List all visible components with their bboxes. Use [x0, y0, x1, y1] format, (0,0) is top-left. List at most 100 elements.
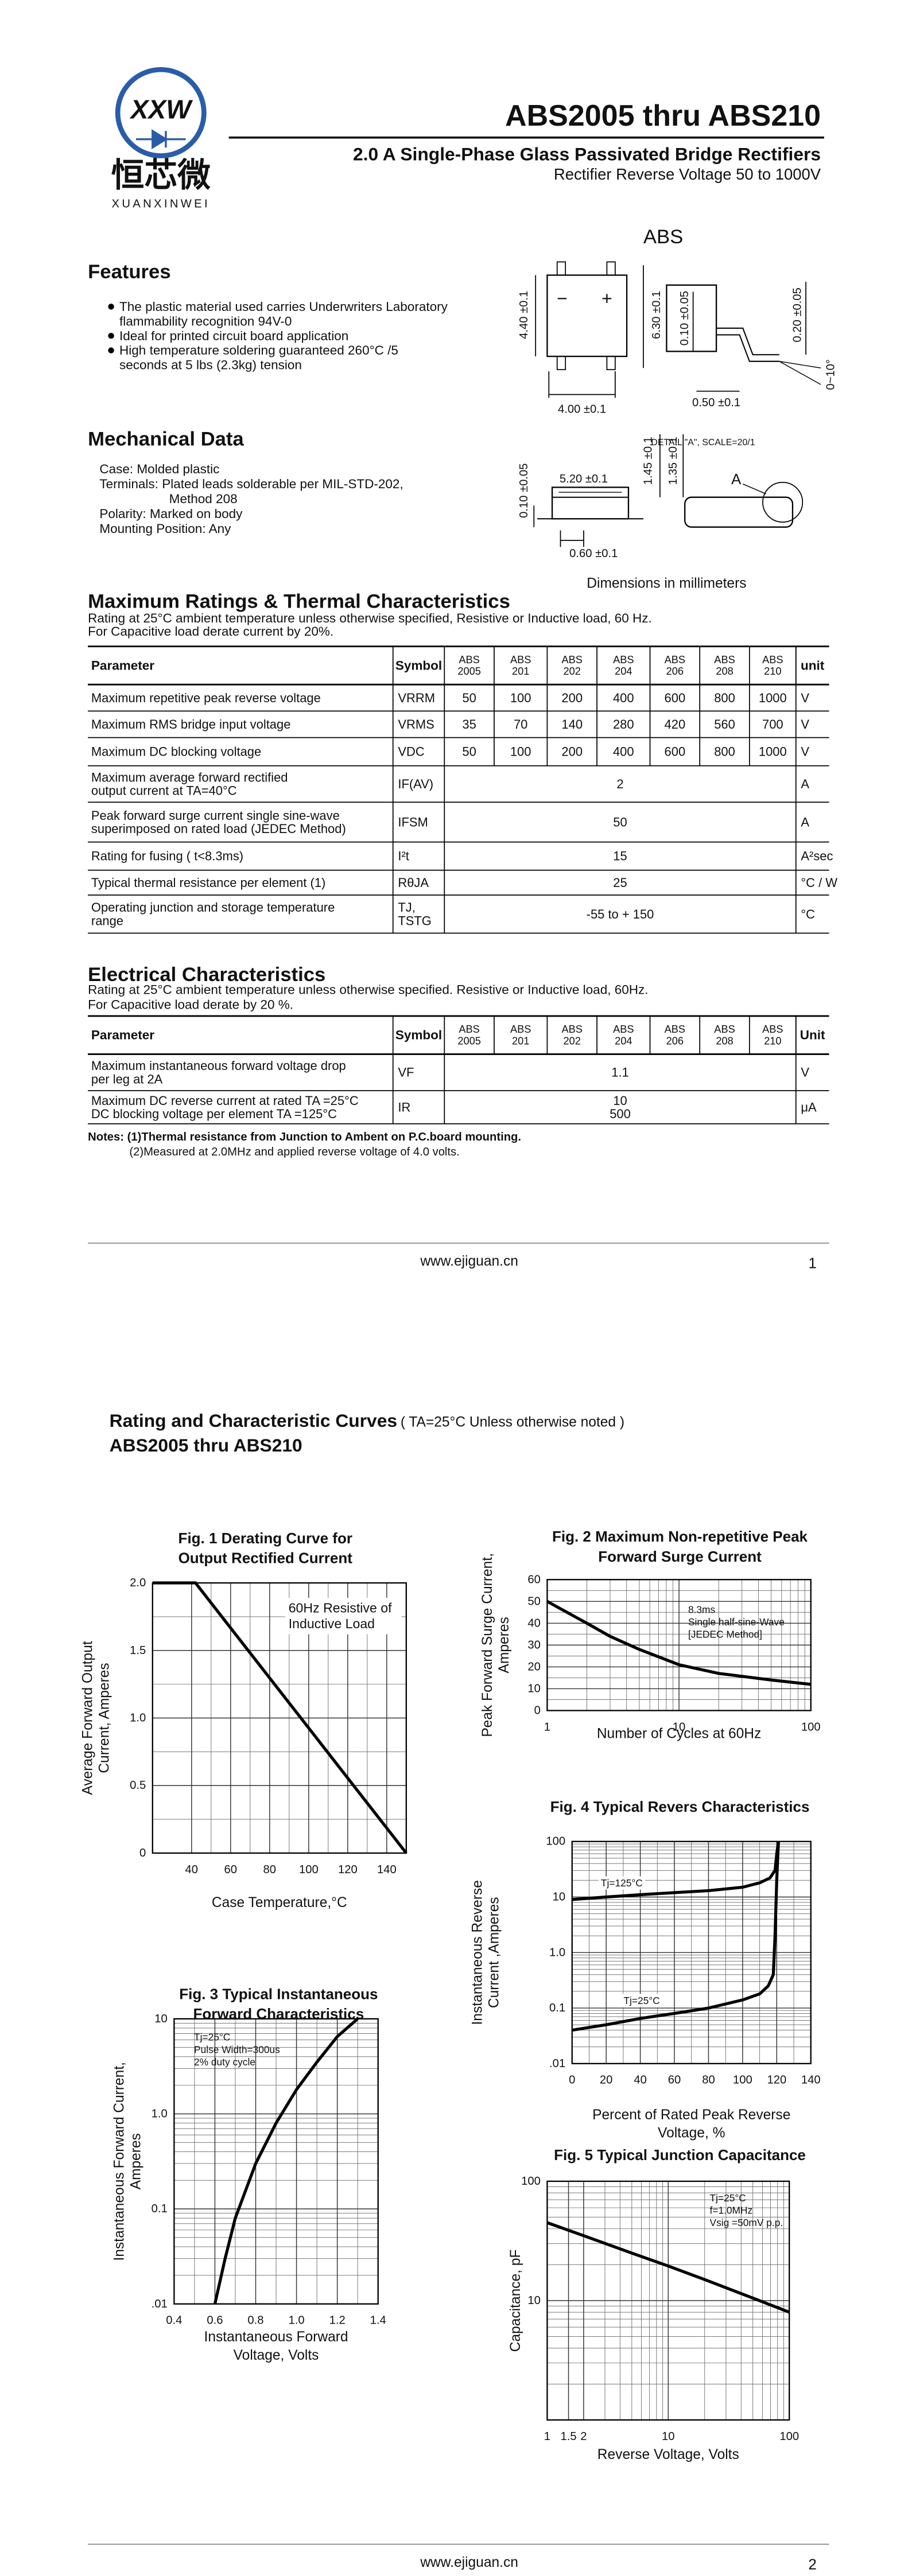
table-cell: 70	[514, 717, 527, 731]
table-cell: 25	[613, 875, 627, 890]
plot-frame	[152, 1582, 407, 1854]
package-pin	[606, 356, 616, 371]
table-cell: 200	[561, 691, 583, 705]
mechanical-text: Case: Molded plastic	[99, 462, 219, 476]
table-cell: I²t	[398, 849, 409, 863]
y-tick-label: 0.1	[152, 2203, 168, 2215]
curve	[572, 1841, 780, 2032]
rating-note: For Capacitive load derate by 20 %.	[88, 997, 293, 1011]
table-header: ABS	[562, 1024, 583, 1035]
section-heading: Mechanical Data	[88, 429, 244, 450]
table-cell: output current at TA=40°C	[91, 784, 237, 798]
page-number: 2	[808, 2555, 816, 2573]
table-header: ABS	[714, 1024, 735, 1035]
table-header: Symbol	[395, 1028, 442, 1042]
table-cell: A²sec	[801, 849, 833, 863]
y-tick-label: 2.0	[130, 1577, 146, 1589]
plot-frame	[546, 2180, 790, 2421]
table-cell: 1000	[759, 691, 787, 705]
table-cell: superimposed on rated load (JEDEC Method…	[91, 822, 346, 836]
bullet	[108, 303, 114, 310]
x-axis-label: Voltage, Volts	[234, 2348, 319, 2363]
x-axis-label: Reverse Voltage, Volts	[597, 2447, 739, 2462]
table-cell: Maximum RMS bridge input voltage	[91, 717, 291, 731]
figure-title: Fig. 4 Typical Revers Characteristics	[550, 1798, 810, 1815]
table-header: Unit	[800, 1028, 825, 1042]
series-label-bg	[598, 1876, 645, 1890]
feature-text: High temperature soldering guaranteed 26…	[119, 343, 398, 357]
table-header: 202	[564, 1035, 581, 1046]
package-outline	[551, 487, 630, 520]
y-tick-label: 0	[139, 1847, 146, 1859]
x-axis-label: Percent of Rated Peak Reverse	[592, 2107, 790, 2123]
x-tick-label: 1	[544, 1721, 550, 1733]
logo-ring	[115, 67, 207, 158]
table-cell: RθJA	[398, 875, 429, 890]
table-header: 204	[615, 666, 632, 677]
table-cell: 200	[561, 745, 583, 759]
y-tick-label: 1.0	[130, 1711, 146, 1724]
table-cell: 1000	[759, 745, 787, 759]
dimension-label: 0.20 ±0.05	[791, 287, 804, 342]
condition: ( TA=25°C Unless otherwise noted )	[401, 1414, 624, 1430]
mechanical-text: Terminals: Plated leads solderable per M…	[99, 477, 403, 491]
table-header: 202	[564, 666, 581, 677]
table-cell: Maximum instantaneous forward voltage dr…	[91, 1059, 346, 1073]
logo-mark: XXW	[129, 95, 193, 124]
x-tick-label: 1.4	[370, 2314, 386, 2327]
figure-title: Fig. 1 Derating Curve for	[178, 1530, 352, 1547]
detail-ref: A	[731, 470, 742, 488]
x-tick-label: 100	[801, 1721, 821, 1733]
table-header: ABS	[613, 1024, 634, 1035]
table-header: ABS	[562, 654, 583, 666]
y-tick-label: 1.0	[549, 1946, 565, 1959]
x-tick-label: 10	[662, 2430, 675, 2443]
table-cell: V	[801, 1065, 809, 1080]
x-tick-label: 0	[569, 2074, 575, 2087]
x-tick-label: 60	[224, 1863, 238, 1876]
rating-note: For Capacitive load derate current by 20…	[88, 624, 333, 639]
table-cell: μA	[801, 1100, 817, 1114]
dimension-label: 0.50 ±0.1	[692, 396, 740, 409]
annotation: Inductive Load	[289, 1616, 375, 1631]
x-tick-label: 0.8	[247, 2314, 263, 2327]
table-cell: Maximum DC blocking voltage	[91, 745, 261, 759]
table-cell: 2	[616, 777, 623, 791]
table-cell: 800	[714, 691, 735, 705]
doc-title: ABS2005 thru ABS210	[505, 99, 821, 133]
table-header: 2005	[457, 1035, 480, 1046]
y-axis-label: Peak Forward Surge Current,	[480, 1553, 495, 1737]
plot-frame	[571, 1840, 812, 2065]
plot-frame	[546, 1579, 812, 1711]
x-tick-label: 60	[668, 2074, 681, 2087]
table-cell: 50	[462, 745, 476, 759]
doc-subtitle: 2.0 A Single-Phase Glass Passivated Brid…	[353, 144, 821, 165]
table-cell: °C / W	[801, 875, 837, 890]
table-header: ABS	[665, 1024, 685, 1035]
x-axis-label: Number of Cycles at 60Hz	[597, 1726, 761, 1741]
table-header: ABS	[459, 1024, 479, 1035]
table-header: 2005	[457, 666, 480, 677]
table-header: 201	[512, 1035, 529, 1046]
page-number: 1	[808, 1254, 816, 1271]
table-cell: 280	[613, 717, 634, 731]
table-cell: °C	[801, 907, 815, 921]
feature-text: Ideal for printed circuit board applicat…	[119, 329, 348, 343]
y-tick-label: 0	[534, 1704, 541, 1717]
y-tick-label: .01	[152, 2298, 168, 2310]
annotation: Tj=25°C	[194, 2032, 230, 2043]
dimension-label: 1.35 ±0.1	[667, 437, 680, 485]
table-cell: IFSM	[398, 815, 428, 829]
x-tick-label: 40	[185, 1863, 199, 1876]
table-header: Symbol	[395, 658, 442, 672]
table-cell: Peak forward surge current single sine-w…	[91, 808, 340, 823]
curve	[546, 2221, 790, 2314]
logo-cn: 恒芯微	[111, 157, 211, 194]
table-cell: IF(AV)	[398, 777, 433, 791]
curve	[213, 2017, 359, 2305]
rating-note: Rating at 25°C ambient temperature unles…	[88, 611, 652, 625]
curve	[572, 1841, 780, 1901]
table-cell: range	[91, 913, 123, 928]
bullet	[108, 347, 114, 353]
x-tick-label: 120	[338, 1863, 358, 1876]
